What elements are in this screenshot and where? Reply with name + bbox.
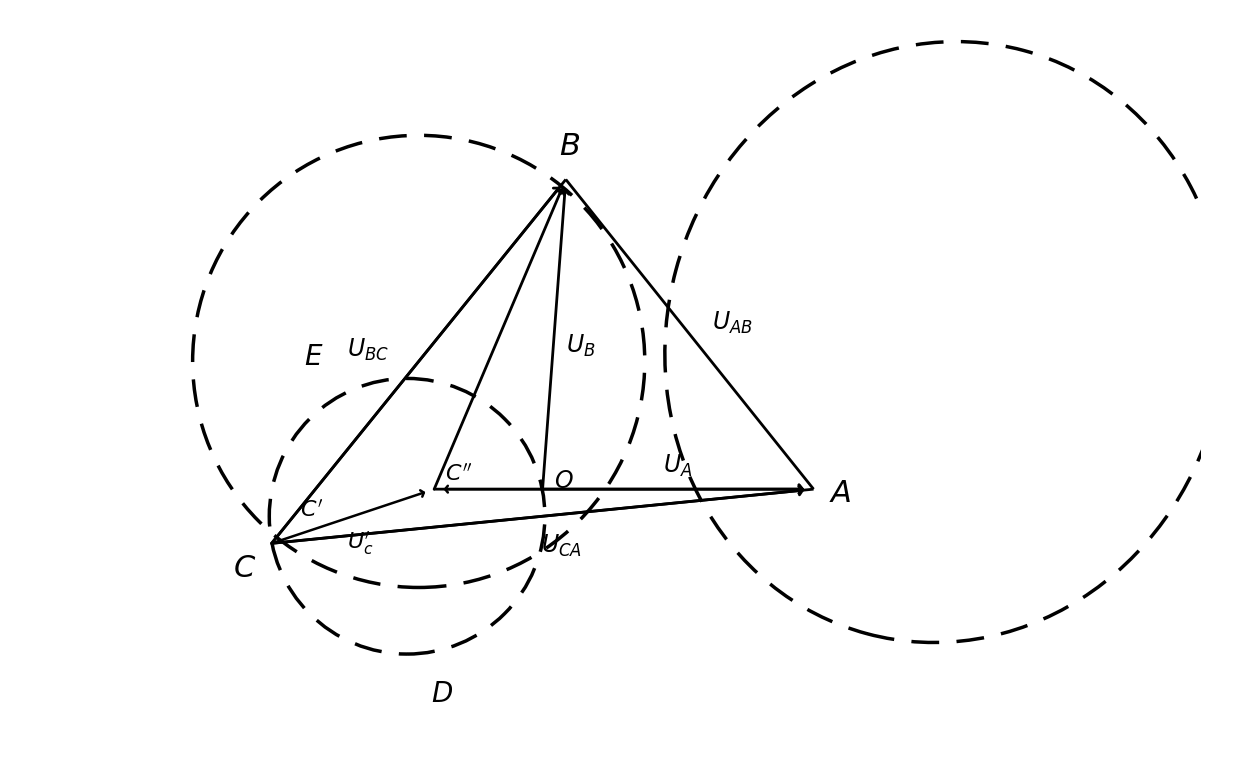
Text: $U_{AB}$: $U_{AB}$ (712, 309, 753, 336)
Text: $U_B$: $U_B$ (567, 333, 596, 359)
Text: $U_A$: $U_A$ (663, 453, 693, 479)
Text: $C'$: $C'$ (300, 500, 324, 522)
Text: $U_{CA}$: $U_{CA}$ (542, 532, 583, 559)
Text: $D$: $D$ (432, 681, 453, 708)
Text: $O$: $O$ (554, 470, 574, 493)
Text: $U_c'$: $U_c'$ (347, 530, 374, 557)
Text: $E$: $E$ (305, 344, 324, 371)
Text: $C$: $C$ (233, 552, 257, 584)
Text: $B$: $B$ (559, 131, 580, 162)
Text: $C''$: $C''$ (445, 464, 472, 486)
Text: $A$: $A$ (830, 478, 852, 508)
Text: $U_{BC}$: $U_{BC}$ (347, 336, 389, 363)
